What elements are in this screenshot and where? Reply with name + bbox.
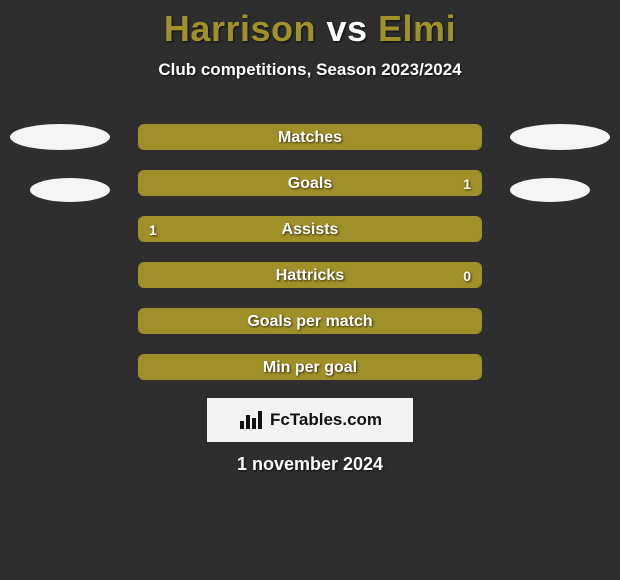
player2-photo-placeholder-top bbox=[510, 124, 610, 150]
stat-label: Min per goal bbox=[139, 355, 481, 379]
stat-value-right: 0 bbox=[463, 263, 471, 287]
stat-label: Goals bbox=[139, 171, 481, 195]
stat-value-left: 1 bbox=[149, 217, 157, 241]
stat-value-right: 1 bbox=[463, 171, 471, 195]
stat-row: Goals1 bbox=[138, 170, 482, 196]
stat-row: Min per goal bbox=[138, 354, 482, 380]
player1-photo-placeholder-top bbox=[10, 124, 110, 150]
stat-label: Goals per match bbox=[139, 309, 481, 333]
brand-text: FcTables.com bbox=[270, 410, 382, 430]
player2-photo-placeholder-bottom bbox=[510, 178, 590, 202]
stat-row: Hattricks0 bbox=[138, 262, 482, 288]
bars-icon bbox=[238, 409, 266, 431]
stat-label: Matches bbox=[139, 125, 481, 149]
stat-row: Assists1 bbox=[138, 216, 482, 242]
stat-row: Goals per match bbox=[138, 308, 482, 334]
player2-name: Elmi bbox=[378, 8, 456, 49]
brand-badge: FcTables.com bbox=[207, 398, 413, 442]
stat-label: Hattricks bbox=[139, 263, 481, 287]
comparison-rows: MatchesGoals1Assists1Hattricks0Goals per… bbox=[138, 124, 482, 400]
subtitle: Club competitions, Season 2023/2024 bbox=[0, 60, 620, 80]
stat-row: Matches bbox=[138, 124, 482, 150]
player1-photo-placeholder-bottom bbox=[30, 178, 110, 202]
footer-date: 1 november 2024 bbox=[0, 454, 620, 475]
player1-name: Harrison bbox=[164, 8, 316, 49]
stat-label: Assists bbox=[139, 217, 481, 241]
page-title: Harrison vs Elmi bbox=[0, 0, 620, 50]
vs-text: vs bbox=[326, 8, 367, 49]
